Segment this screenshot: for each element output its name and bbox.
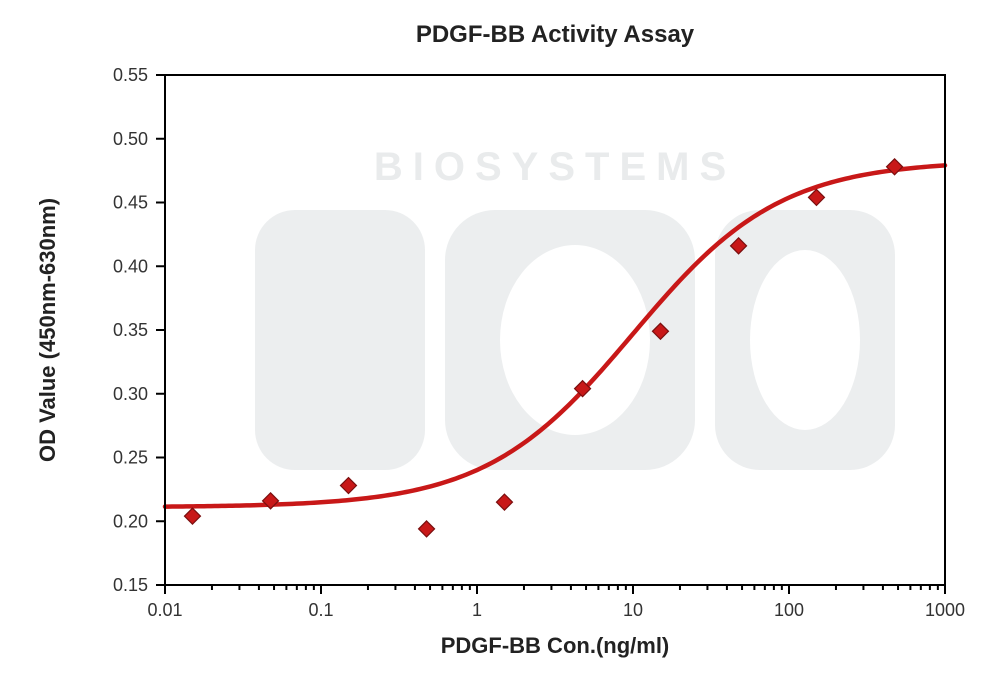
chart-title: PDGF-BB Activity Assay [416,21,695,48]
y-tick-label: 0.55 [113,65,148,85]
y-tick-label: 0.40 [113,256,148,276]
y-tick-label: 0.20 [113,511,148,531]
x-tick-label: 1 [472,600,482,620]
x-tick-label: 10 [623,600,643,620]
chart-svg: BIOSYSTEMS 0.15 0.20 0.25 0.30 0.35 0.40 0.45 0.… [0,0,1000,698]
y-tick-label: 0.30 [113,384,148,404]
y-tick-label: 0.25 [113,448,148,468]
x-axis-label: PDGF-BB Con.(ng/ml) [441,633,670,658]
svg-text:BIOSYSTEMS: BIOSYSTEMS [374,145,736,189]
y-axis-label: OD Value (450nm-630nm) [35,198,60,462]
x-tick-label: 0.01 [147,600,182,620]
y-tick-label: 0.15 [113,575,148,595]
y-tick-label: 0.35 [113,320,148,340]
x-tick-label: 0.1 [308,600,333,620]
x-tick-label: 100 [774,600,804,620]
x-tick-label: 1000 [925,600,965,620]
chart-container: BIOSYSTEMS 0.15 0.20 0.25 0.30 0.35 0.40 0.45 0.… [0,0,1000,698]
y-tick-label: 0.45 [113,193,148,213]
y-tick-label: 0.50 [113,129,148,149]
